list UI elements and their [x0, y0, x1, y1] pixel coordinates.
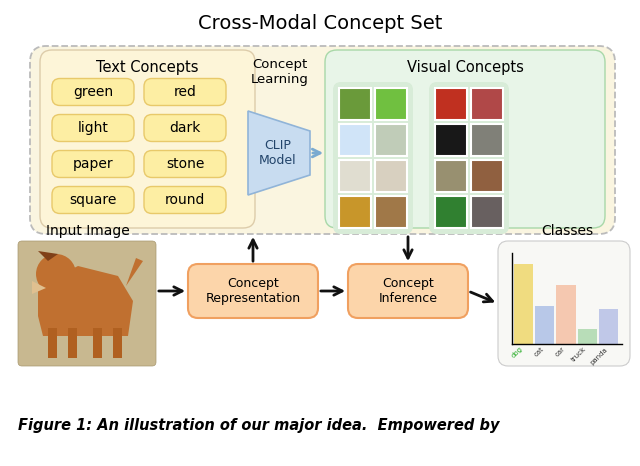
FancyBboxPatch shape: [429, 82, 509, 234]
Bar: [68, 328, 77, 358]
Text: dark: dark: [170, 121, 201, 135]
Text: red: red: [173, 85, 196, 99]
Text: round: round: [165, 193, 205, 207]
Bar: [375, 88, 407, 120]
Text: Concept
Inference: Concept Inference: [378, 277, 438, 305]
Circle shape: [36, 254, 76, 294]
Bar: [435, 196, 467, 228]
Bar: [514, 264, 533, 344]
FancyBboxPatch shape: [144, 78, 226, 105]
Text: truck: truck: [570, 346, 588, 363]
FancyBboxPatch shape: [40, 50, 255, 228]
Polygon shape: [38, 266, 133, 336]
Text: Classes: Classes: [541, 224, 593, 238]
Polygon shape: [32, 281, 46, 294]
Bar: [471, 124, 503, 156]
Bar: [578, 329, 597, 344]
FancyBboxPatch shape: [188, 264, 318, 318]
FancyBboxPatch shape: [30, 46, 615, 234]
Text: CLIP
Model: CLIP Model: [259, 139, 297, 167]
Text: panda: panda: [589, 346, 609, 366]
Bar: [435, 124, 467, 156]
Text: Concept
Representation: Concept Representation: [205, 277, 301, 305]
Bar: [48, 328, 57, 358]
Text: paper: paper: [73, 157, 113, 171]
Bar: [113, 328, 122, 358]
Bar: [435, 88, 467, 120]
Bar: [471, 196, 503, 228]
Text: cat: cat: [533, 346, 545, 358]
FancyBboxPatch shape: [144, 186, 226, 213]
Bar: [375, 124, 407, 156]
FancyBboxPatch shape: [52, 78, 134, 105]
Bar: [435, 160, 467, 192]
Polygon shape: [126, 258, 143, 286]
Text: Concept
Learning: Concept Learning: [251, 58, 309, 86]
Text: Figure 1: An illustration of our major idea.  Empowered by: Figure 1: An illustration of our major i…: [18, 418, 499, 433]
FancyBboxPatch shape: [333, 82, 413, 234]
FancyBboxPatch shape: [52, 151, 134, 178]
Bar: [375, 196, 407, 228]
FancyBboxPatch shape: [498, 241, 630, 366]
Text: square: square: [69, 193, 116, 207]
Text: green: green: [73, 85, 113, 99]
Text: light: light: [77, 121, 108, 135]
Bar: [339, 160, 371, 192]
Text: stone: stone: [166, 157, 204, 171]
Text: dog: dog: [510, 346, 524, 359]
Bar: [339, 88, 371, 120]
Bar: [93, 328, 102, 358]
Text: Cross-Modal Concept Set: Cross-Modal Concept Set: [198, 14, 442, 33]
Bar: [471, 160, 503, 192]
Bar: [339, 196, 371, 228]
Text: Text Concepts: Text Concepts: [96, 60, 199, 75]
Polygon shape: [248, 111, 310, 195]
Bar: [556, 285, 575, 344]
Text: Input Image: Input Image: [46, 224, 130, 238]
Text: car: car: [554, 346, 566, 358]
Bar: [599, 309, 618, 344]
FancyBboxPatch shape: [325, 50, 605, 228]
Bar: [375, 160, 407, 192]
Bar: [339, 124, 371, 156]
Bar: [471, 88, 503, 120]
FancyBboxPatch shape: [348, 264, 468, 318]
FancyBboxPatch shape: [18, 241, 156, 366]
FancyBboxPatch shape: [144, 115, 226, 142]
Bar: [535, 306, 554, 344]
FancyBboxPatch shape: [52, 115, 134, 142]
FancyBboxPatch shape: [52, 186, 134, 213]
Text: Visual Concepts: Visual Concepts: [406, 60, 524, 75]
Polygon shape: [38, 251, 58, 261]
FancyBboxPatch shape: [144, 151, 226, 178]
